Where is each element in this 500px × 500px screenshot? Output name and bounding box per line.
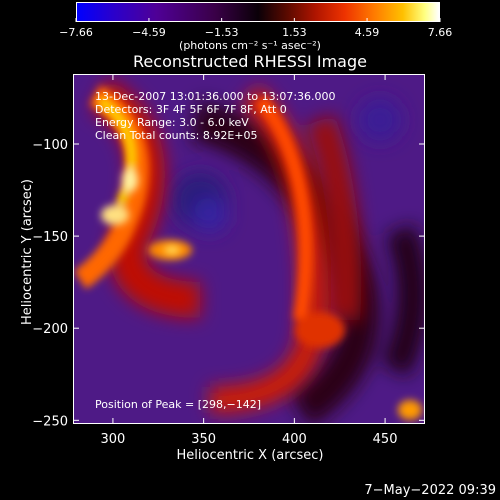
colorbar-unit-label: (photons cm⁻² s⁻¹ asec⁻²) (179, 39, 321, 52)
info-energy-range: Energy Range: 3.0 - 6.0 keV (95, 116, 249, 129)
timestamp: 7−May−2022 09:39 (364, 483, 496, 498)
y-tick-label: −100 (32, 138, 68, 153)
y-tick-label: −150 (32, 230, 68, 245)
info-detectors: Detectors: 3F 4F 5F 6F 7F 8F, Att 0 (95, 103, 287, 116)
x-tick-label: 450 (373, 432, 398, 447)
colorbar-tick-label: 1.53 (282, 26, 307, 39)
heatmap-image (73, 74, 425, 424)
colorbar-tick-label: 4.59 (355, 26, 380, 39)
axis-ticks: 300 350 400 450 −100 −150 −200 −250 (32, 74, 425, 447)
x-axis-label: Heliocentric X (arcsec) (176, 448, 324, 463)
colorbar-ticks: −7.66 −4.59 −1.53 1.53 4.59 7.66 (59, 18, 452, 39)
y-tick-label: −200 (32, 322, 68, 337)
y-tick-label: −250 (32, 414, 68, 429)
x-tick-label: 350 (191, 432, 216, 447)
peak-position-text: Position of Peak = [298,−142] (95, 398, 262, 411)
info-total-counts: Clean Total counts: 8.92E+05 (95, 129, 258, 142)
y-axis-label: Heliocentric Y (arcsec) (20, 179, 35, 325)
colorbar-tick-label: 7.66 (428, 26, 453, 39)
chart-title: Reconstructed RHESSI Image (133, 52, 367, 71)
info-time-range: 13-Dec-2007 13:01:36.000 to 13:07:36.000 (95, 90, 336, 103)
colorbar-tick-label: −4.59 (132, 26, 166, 39)
colorbar-tick-label: −1.53 (205, 26, 239, 39)
x-tick-label: 300 (101, 432, 126, 447)
x-tick-label: 400 (282, 432, 307, 447)
colorbar-gradient (76, 2, 440, 22)
colorbar-tick-label: −7.66 (59, 26, 93, 39)
